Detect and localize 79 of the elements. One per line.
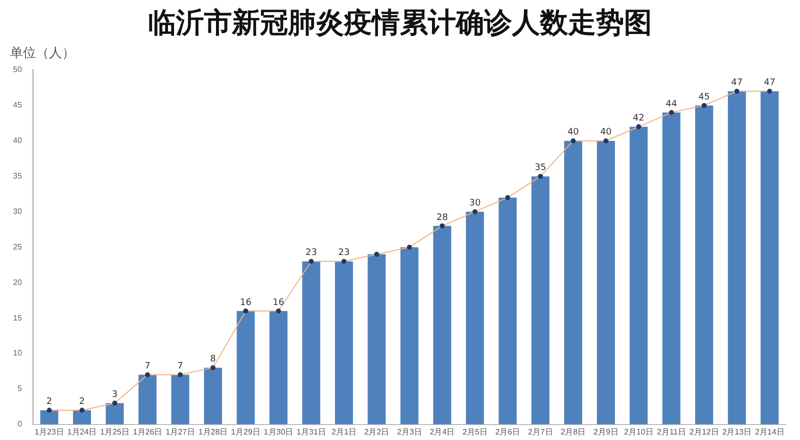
x-tick-label: 1月26日 <box>132 427 162 436</box>
x-tick-label: 2月1日 <box>332 427 356 436</box>
y-tick-label: 35 <box>12 172 22 181</box>
bar <box>269 310 288 424</box>
x-tick-label: 2月6日 <box>495 427 520 436</box>
bar <box>498 198 517 424</box>
bar <box>596 140 615 424</box>
data-label: 3 <box>112 390 118 400</box>
bar <box>236 310 255 424</box>
data-label: 42 <box>632 114 644 124</box>
data-label: 16 <box>272 298 284 308</box>
x-tick-label: 1月31日 <box>296 427 326 436</box>
bar <box>433 226 452 424</box>
bar <box>73 410 92 424</box>
bar <box>302 261 320 424</box>
data-label: 45 <box>698 92 710 102</box>
data-label: 2 <box>46 397 52 408</box>
bar <box>204 368 222 424</box>
x-tick-label: 2月5日 <box>462 427 488 436</box>
x-tick-label: 1月23日 <box>34 427 64 436</box>
bar <box>138 374 157 424</box>
data-label: 23 <box>305 248 317 258</box>
bar <box>466 212 484 424</box>
data-label: 16 <box>240 298 252 308</box>
y-tick-label: 30 <box>12 206 22 216</box>
y-tick-label: 15 <box>12 313 22 322</box>
x-tick-label: 1月27日 <box>166 427 195 436</box>
x-tick-label: 1月24日 <box>67 427 97 436</box>
data-label: 30 <box>469 198 481 209</box>
bar <box>40 410 58 424</box>
x-tick-label: 1月29日 <box>231 427 260 436</box>
x-tick-label: 1月25日 <box>100 427 130 436</box>
x-tick-label: 1月28日 <box>198 427 228 436</box>
data-label: 2 <box>79 397 85 408</box>
bar <box>368 254 386 424</box>
bar <box>334 261 353 424</box>
data-label: 47 <box>731 78 743 88</box>
data-label: 44 <box>666 99 678 110</box>
x-tick-label: 1月30日 <box>264 427 294 436</box>
data-label: 35 <box>534 163 546 174</box>
y-tick-label: 50 <box>12 65 22 74</box>
bar <box>728 91 746 424</box>
x-tick-label: 2月12日 <box>689 427 719 436</box>
x-tick-label: 2月3日 <box>396 427 422 436</box>
x-tick-label: 2月14日 <box>754 427 784 436</box>
y-axis-title: 单位（人） <box>10 45 75 62</box>
bar <box>630 126 648 424</box>
data-label: 7 <box>144 362 150 372</box>
data-label: 47 <box>764 78 776 88</box>
y-tick-label: 0 <box>17 420 22 429</box>
x-tick-label: 2月7日 <box>528 427 553 436</box>
x-tick-label: 2月4日 <box>430 427 455 436</box>
bar <box>531 176 550 424</box>
y-tick-label: 5 <box>17 384 22 394</box>
bar <box>564 140 582 424</box>
x-tick-label: 2月10日 <box>624 427 654 436</box>
bar <box>106 403 124 424</box>
data-label: 23 <box>338 248 350 258</box>
x-tick-label: 2月8日 <box>560 427 586 436</box>
bar <box>760 91 779 424</box>
x-tick-label: 2月9日 <box>593 427 618 436</box>
bar <box>171 374 190 424</box>
data-label: 28 <box>436 212 448 223</box>
x-tick-label: 2月13日 <box>722 427 752 436</box>
y-tick-label: 20 <box>12 278 22 287</box>
x-tick-label: 2月11日 <box>657 427 686 436</box>
data-label: 40 <box>567 128 580 138</box>
y-tick-label: 10 <box>12 348 22 358</box>
data-label: 7 <box>177 362 184 372</box>
data-label: 8 <box>210 354 216 365</box>
chart-title: 临沂市新冠肺炎疫情累计确诊人数走势图 <box>147 5 653 41</box>
data-label: 40 <box>600 128 612 138</box>
bar <box>400 247 418 424</box>
y-tick-label: 40 <box>12 136 22 146</box>
bar <box>662 112 680 424</box>
y-tick-label: 45 <box>12 100 22 110</box>
y-tick-label: 25 <box>12 242 22 252</box>
x-tick-label: 2月2日 <box>364 427 390 436</box>
bar <box>695 105 714 424</box>
